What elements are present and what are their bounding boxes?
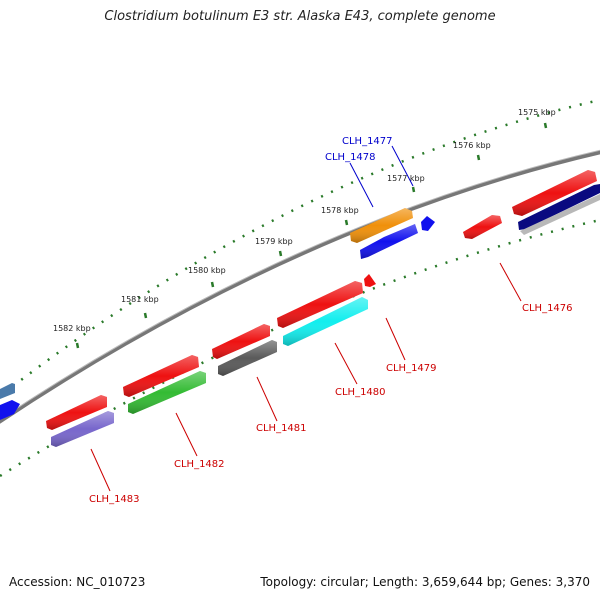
gene-clh-1477-arrow[interactable]	[421, 216, 435, 231]
label-clh-1482: CLH_1482	[174, 459, 225, 470]
tick-1579: 1579 kbp	[255, 237, 293, 246]
tick-1580: 1580 kbp	[188, 266, 226, 275]
gene-clh-1476[interactable]	[463, 215, 502, 239]
gene-navy-far-right[interactable]	[518, 184, 600, 235]
gene-clh-1478[interactable]	[360, 224, 418, 259]
inner-scale-ring	[0, 218, 600, 478]
genome-title: Clostridium botulinum E3 str. Alaska E43…	[104, 9, 496, 24]
tick-1582: 1582 kbp	[53, 324, 91, 333]
gene-clh-1483[interactable]	[51, 411, 114, 447]
backbone-arc-highlight	[0, 149, 600, 420]
leader-lines	[90, 145, 522, 492]
tick-1581: 1581 kbp	[121, 295, 159, 304]
tick-1578: 1578 kbp	[321, 206, 359, 215]
gene-red-far-right[interactable]	[512, 170, 597, 216]
label-clh-1483: CLH_1483	[89, 494, 140, 505]
gene-blue-left-edge[interactable]	[0, 400, 20, 420]
gene-red-1483[interactable]	[46, 395, 107, 430]
gene-clh-1479[interactable]	[364, 274, 376, 287]
outer-major-ticks	[75, 122, 548, 349]
label-clh-1478: CLH_1478	[325, 152, 376, 163]
outer-scale-ring	[0, 98, 600, 398]
gene-orange[interactable]	[350, 208, 413, 243]
accession-label: Accession: NC_010723	[9, 575, 146, 589]
label-clh-1481: CLH_1481	[256, 423, 307, 434]
genome-summary: Topology: circular; Length: 3,659,644 bp…	[260, 575, 590, 589]
backbone-arc	[0, 150, 600, 424]
gene-red-1482[interactable]	[123, 355, 199, 397]
label-clh-1479: CLH_1479	[386, 363, 437, 374]
gene-clh-1481[interactable]	[218, 340, 277, 376]
tick-1575: 1575 kbp	[518, 108, 556, 117]
gene-red-1480[interactable]	[277, 281, 363, 328]
label-clh-1476: CLH_1476	[522, 303, 573, 314]
gene-steel-left-edge[interactable]	[0, 383, 15, 399]
gene-clh-1482[interactable]	[128, 371, 206, 414]
gene-clh-1480[interactable]	[283, 297, 368, 346]
label-clh-1477: CLH_1477	[342, 136, 393, 147]
tick-1577: 1577 kbp	[387, 174, 425, 183]
tick-1576: 1576 kbp	[453, 141, 491, 150]
gene-red-1481[interactable]	[212, 324, 270, 359]
label-clh-1480: CLH_1480	[335, 387, 386, 398]
